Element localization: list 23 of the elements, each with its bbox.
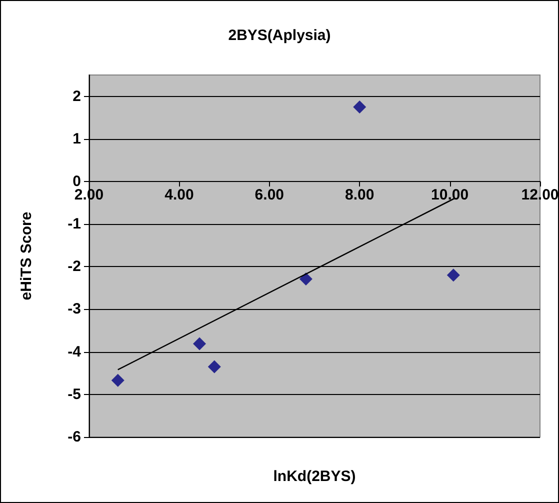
y-tick-label: 2 (72, 88, 81, 105)
y-tick-label: -6 (68, 428, 81, 446)
point (192, 337, 206, 350)
y-tick-label: 0 (72, 172, 81, 190)
x-tick-label: 4.00 (164, 186, 194, 204)
point (299, 272, 312, 286)
point (111, 374, 124, 387)
point (208, 360, 221, 374)
y-tick-label: -5 (68, 386, 81, 403)
point (446, 268, 460, 282)
y-tick-label: 1 (72, 130, 81, 148)
y-tick-label: -4 (68, 343, 82, 360)
x-tick-label: 12.00 (521, 186, 559, 204)
x-tick-label: 8.00 (345, 186, 374, 204)
point (353, 100, 366, 114)
x-tick-label: 6.00 (254, 186, 284, 204)
y-tick-label: -3 (68, 300, 81, 318)
y-tick-label: -2 (68, 258, 81, 276)
y-axis-title: eHiTS Score (18, 212, 35, 300)
x-tick-label: 10.00 (431, 186, 469, 204)
x-axis-title: lnKd(2BYS) (273, 468, 356, 485)
y-tick-label: -1 (68, 216, 81, 233)
chart-title: 2BYS(Aplysia) (228, 27, 331, 44)
